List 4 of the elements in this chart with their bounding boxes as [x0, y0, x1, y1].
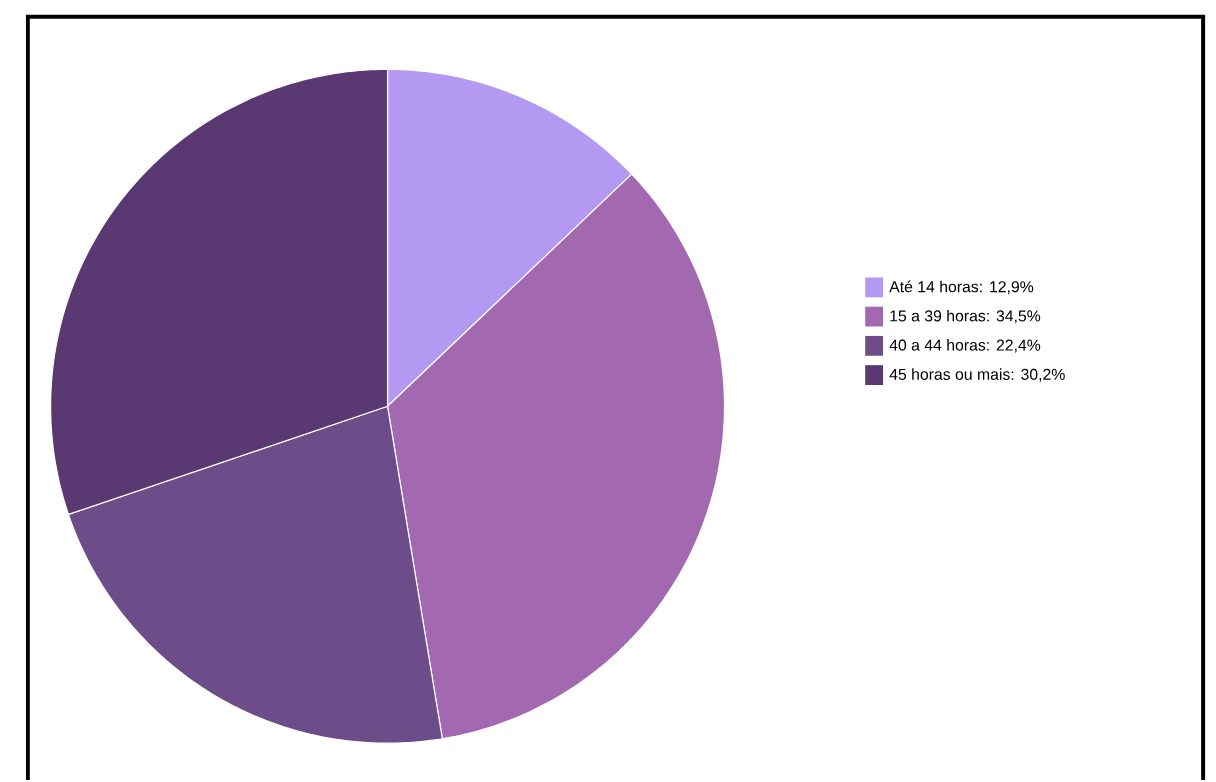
legend-label: Até 14 horas: 12,9% — [889, 280, 1034, 295]
legend-label: 45 horas ou mais: 30,2% — [889, 368, 1065, 382]
legend-label: 40 a 44 horas: 22,4% — [889, 339, 1041, 353]
legend-label: 15 a 39 horas: 34,5% — [890, 309, 1041, 324]
